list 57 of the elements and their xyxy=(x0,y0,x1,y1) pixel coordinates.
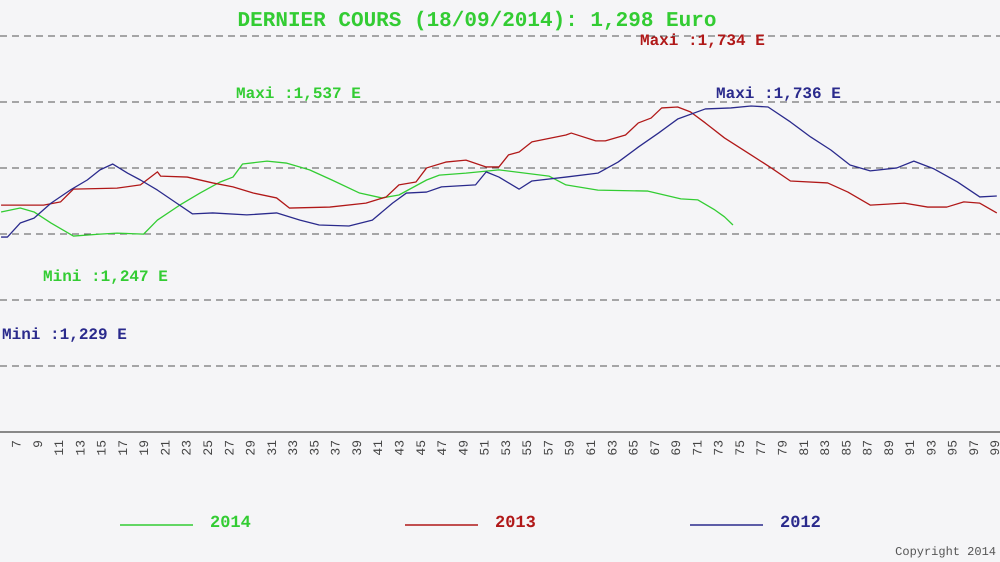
x-tick-label: 75 xyxy=(732,440,748,456)
chart-title: DERNIER COURS (18/09/2014): 1,298 Euro xyxy=(238,10,716,33)
x-tick-label: 67 xyxy=(648,440,663,456)
x-tick-label: 65 xyxy=(626,440,642,456)
x-tick-label: 35 xyxy=(307,440,322,456)
x-tick-label: 21 xyxy=(158,440,174,456)
x-tick-label: 23 xyxy=(180,440,195,456)
legend-label: 2012 xyxy=(780,514,821,533)
x-tick-label: 37 xyxy=(328,440,344,456)
x-tick-label: 43 xyxy=(392,440,408,456)
legend-label: 2013 xyxy=(495,514,536,533)
x-tick-label: 71 xyxy=(690,440,706,456)
annotation: Mini :1,229 E xyxy=(2,326,127,344)
x-tick-label: 87 xyxy=(860,440,876,456)
x-tick-label: 85 xyxy=(839,440,854,456)
text: Maxi :1,537 E xyxy=(236,85,361,103)
x-tick-label: 77 xyxy=(754,440,770,456)
x-tick-label: 89 xyxy=(882,440,897,456)
x-tick-label: 25 xyxy=(200,440,216,456)
x-tick-label: 33 xyxy=(286,440,302,456)
x-tick-label: 31 xyxy=(264,440,280,456)
x-tick-label: 15 xyxy=(94,440,110,456)
x-tick-label: 97 xyxy=(966,440,982,456)
text: Maxi :1,736 E xyxy=(716,85,841,103)
x-tick-label: 59 xyxy=(562,440,578,456)
text: Copyright 2014 xyxy=(895,545,996,559)
x-tick-label: 63 xyxy=(605,440,620,456)
x-tick-label: 79 xyxy=(775,440,790,456)
x-tick-label: 29 xyxy=(244,440,259,456)
x-tick-label: 55 xyxy=(520,440,536,456)
x-tick-label: 9 xyxy=(30,440,46,448)
x-tick-label: 11 xyxy=(52,440,68,456)
x-tick-label: 91 xyxy=(903,440,918,456)
x-tick-label: 81 xyxy=(796,440,812,456)
x-tick-label: 83 xyxy=(818,440,834,456)
x-tick-label: 39 xyxy=(350,440,365,456)
x-tick-label: 57 xyxy=(541,440,556,456)
x-tick-label: 61 xyxy=(584,440,599,456)
x-tick-label: 99 xyxy=(988,440,1000,456)
legend-label: 2014 xyxy=(210,514,251,533)
x-tick-label: 19 xyxy=(137,440,152,456)
x-tick-label: 73 xyxy=(712,440,727,456)
x-tick-label: 49 xyxy=(456,440,472,456)
x-tick-label: 47 xyxy=(435,440,450,456)
text: Maxi :1,734 E xyxy=(640,32,765,50)
x-tick-label: 17 xyxy=(116,440,131,456)
x-tick-label: 13 xyxy=(73,440,88,456)
x-tick-label: 41 xyxy=(371,440,386,456)
x-tick-label: 93 xyxy=(924,440,940,456)
x-tick-label: 51 xyxy=(478,440,493,456)
x-tick-label: 69 xyxy=(669,440,684,456)
x-tick-label: 27 xyxy=(222,440,238,456)
x-tick-label: 95 xyxy=(946,440,961,456)
x-tick-label: 7 xyxy=(10,440,25,448)
x-tick-label: 45 xyxy=(414,440,429,456)
x-tick-label: 53 xyxy=(498,440,514,456)
annotation: Mini :1,247 E xyxy=(43,268,168,286)
